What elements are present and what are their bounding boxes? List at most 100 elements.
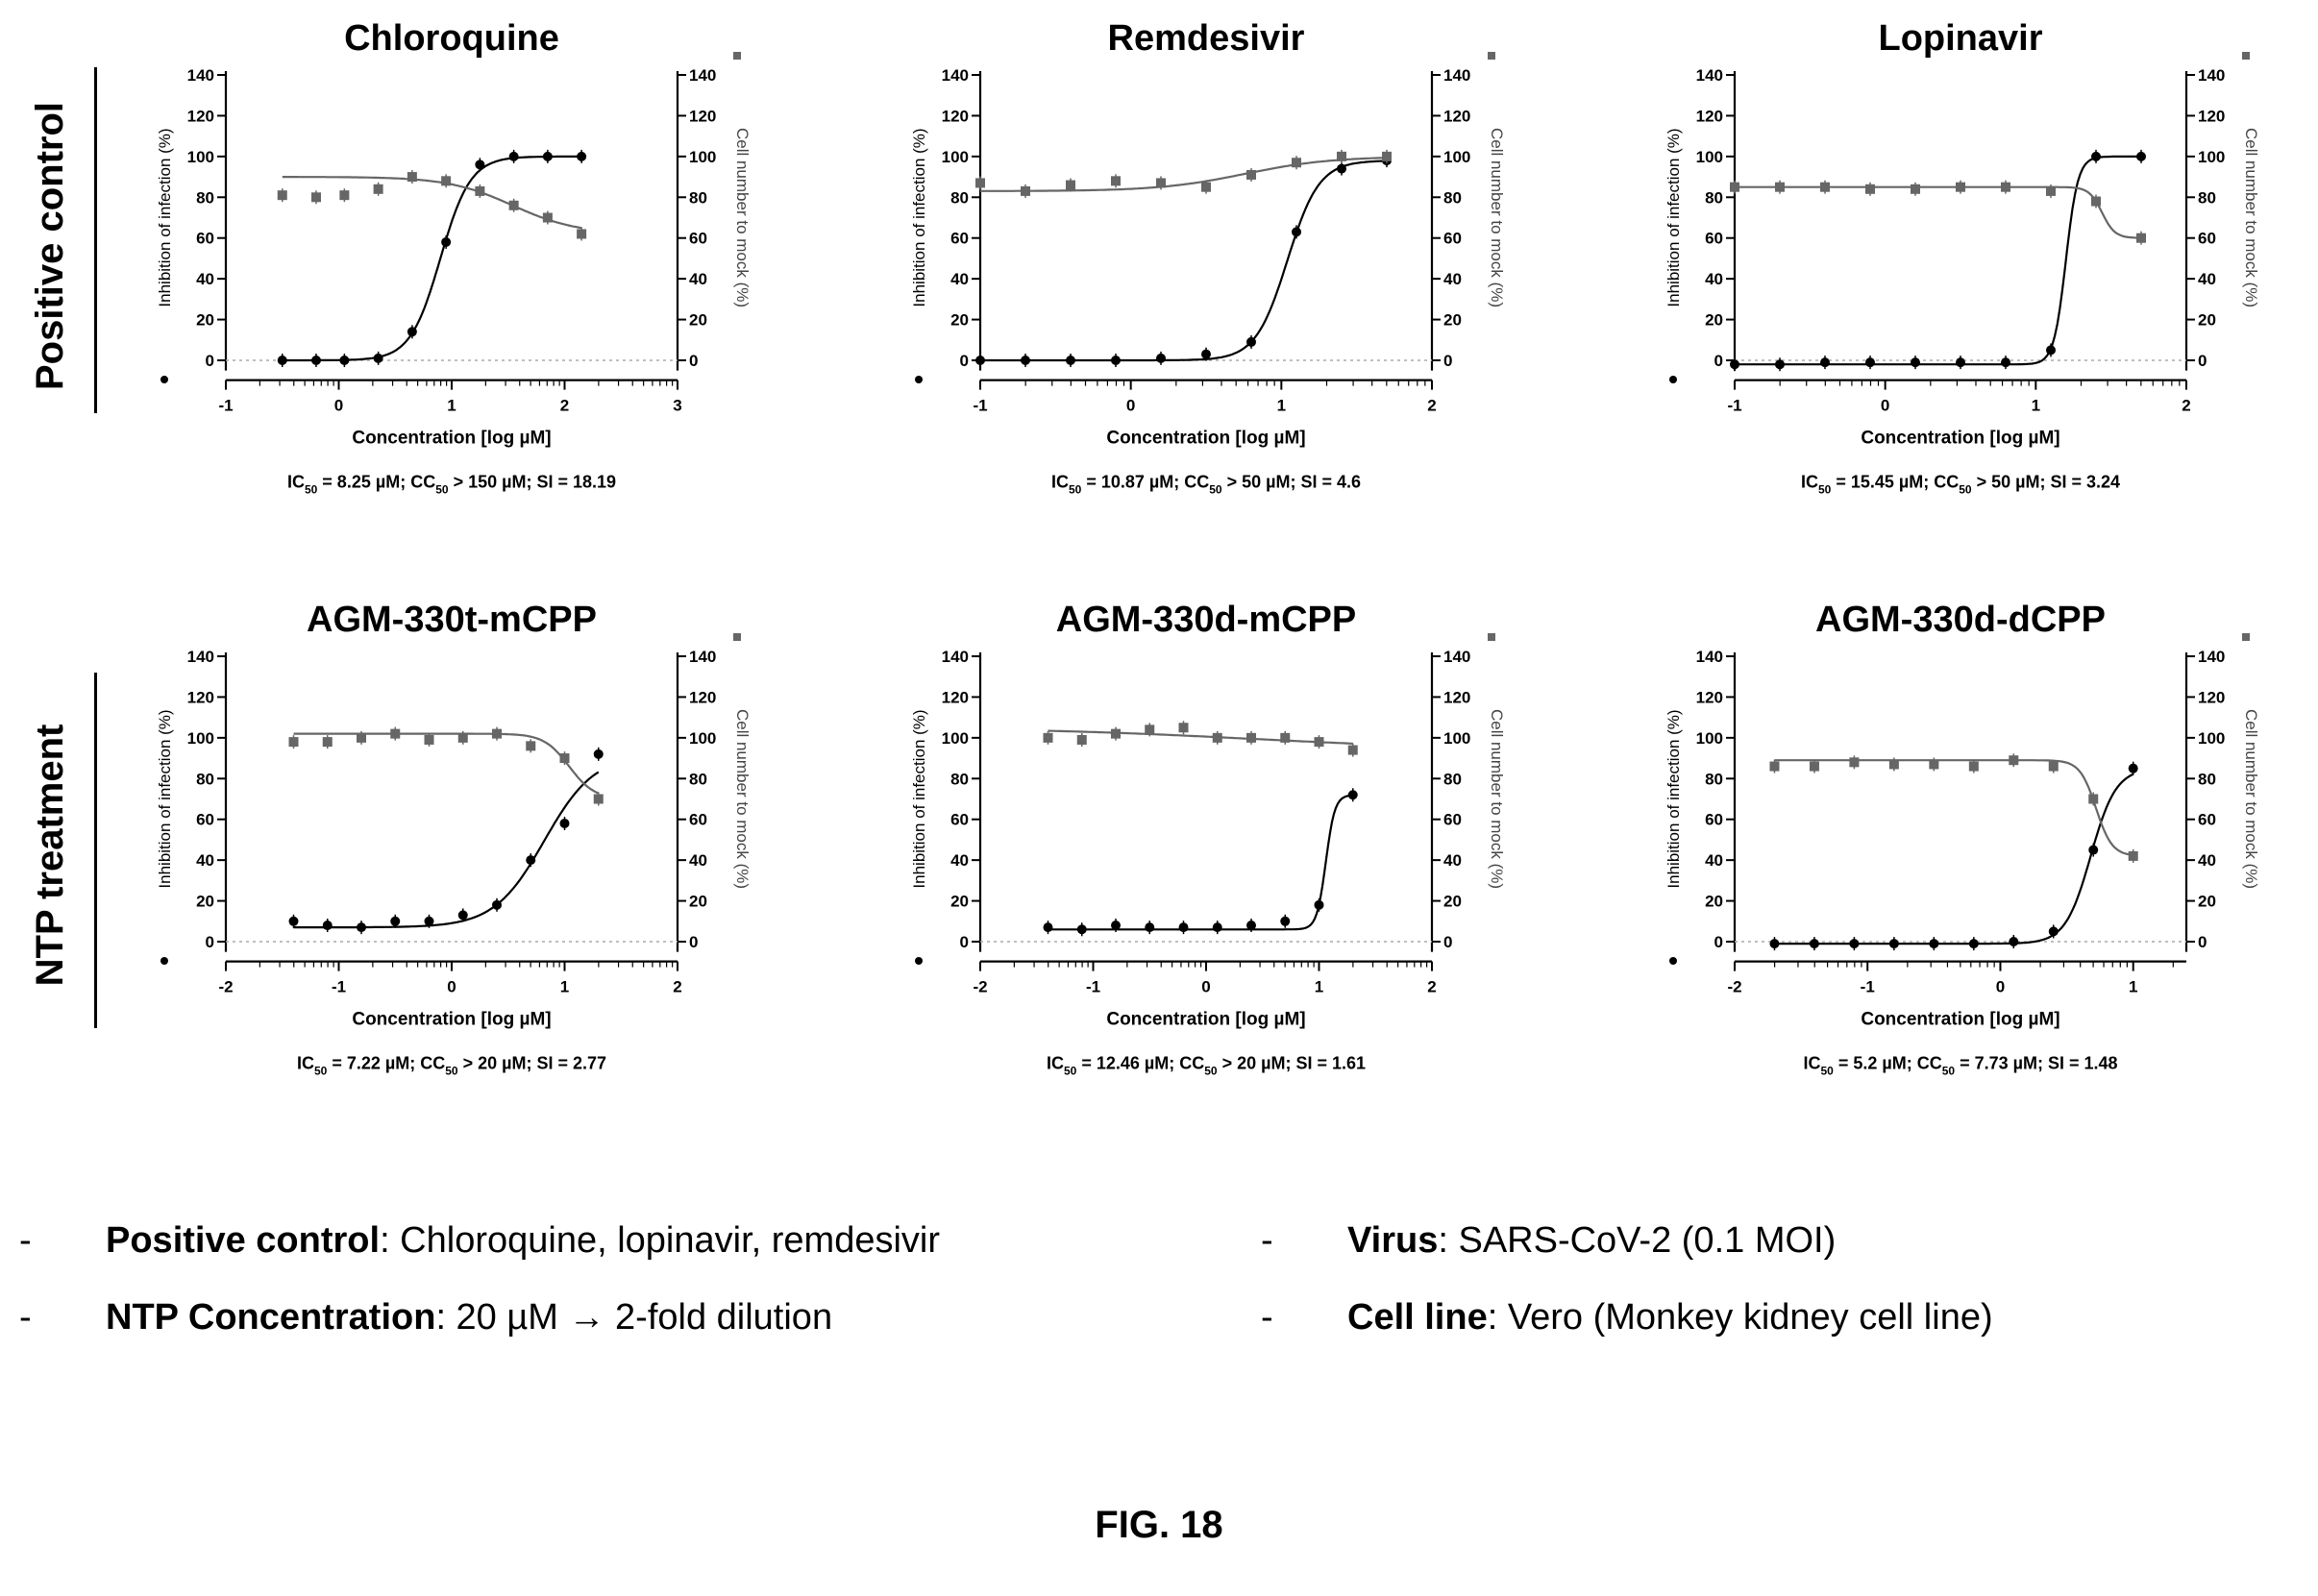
left-y-tick-label: 140 — [942, 648, 969, 666]
left-y-tick-label: 80 — [196, 188, 214, 207]
left-y-tick-label: 100 — [187, 729, 214, 748]
left-axis-series-marker — [160, 957, 168, 965]
cell-number-point — [288, 737, 299, 748]
left-y-tick-label: 100 — [1696, 729, 1723, 748]
right-y-tick-label: 0 — [689, 933, 698, 951]
ic50-caption: IC50 = 7.22 µM; CC50 > 20 µM; SI = 2.77 — [297, 1054, 606, 1078]
right-y-tick-label: 60 — [2198, 811, 2216, 829]
chart-title: AGM-330d-dCPP — [1815, 600, 2106, 640]
cell-number-point — [2046, 185, 2056, 196]
group-label-ntp-treatment: NTP treatment — [29, 724, 71, 987]
right-y-axis-title: Cell number to mock (%) — [2242, 128, 2260, 307]
inhibition-point — [311, 356, 321, 365]
left-y-tick-label: 40 — [1705, 851, 1723, 870]
left-y-tick-label: 80 — [196, 770, 214, 788]
inhibition-point — [1337, 163, 1346, 174]
left-axis-series-marker — [160, 376, 168, 383]
inhibition-point — [1156, 353, 1166, 363]
right-y-tick-label: 80 — [2198, 188, 2216, 207]
left-y-tick-label: 0 — [206, 933, 214, 951]
cell-number-point — [1280, 732, 1291, 743]
cell-number-point — [1337, 151, 1346, 161]
left-y-axis-title: Inhibition of infection (%) — [1665, 128, 1683, 307]
chart-title: AGM-330d-mCPP — [1056, 600, 1357, 640]
cell-number-point — [2091, 196, 2101, 207]
left-y-tick-label: 120 — [942, 688, 969, 706]
right-axis-series-marker — [1488, 52, 1495, 60]
inhibition-point — [2128, 763, 2138, 773]
left-y-tick-label: 20 — [196, 311, 214, 330]
cell-number-point — [424, 734, 434, 745]
cell-number-point — [593, 794, 604, 804]
x-axis-title: Concentration [log µM] — [352, 429, 551, 449]
left-y-tick-label: 20 — [196, 893, 214, 911]
bullet-dash: - — [19, 1297, 32, 1338]
left-y-tick-label: 40 — [196, 270, 214, 288]
inhibition-point — [1292, 227, 1301, 237]
ic50-caption: IC50 = 8.25 µM; CC50 > 150 µM; SI = 18.1… — [287, 473, 616, 497]
x-axis-title: Concentration [log µM] — [1861, 429, 2059, 449]
right-y-tick-label: 120 — [1443, 107, 1470, 125]
inhibition-point — [975, 356, 985, 365]
cell-number-point — [1246, 732, 1256, 743]
inhibition-point — [593, 749, 604, 759]
right-y-tick-label: 120 — [2198, 688, 2225, 706]
right-y-tick-label: 120 — [689, 688, 716, 706]
right-y-axis-title: Cell number to mock (%) — [1488, 128, 1506, 307]
x-tick-label: 2 — [2182, 397, 2190, 415]
inhibition-point — [1956, 357, 1965, 368]
chart-title: Chloroquine — [344, 18, 559, 59]
cell-number-point — [1212, 732, 1222, 743]
ic50-caption: IC50 = 15.45 µM; CC50 > 50 µM; SI = 3.24 — [1801, 473, 2120, 497]
inhibition-point — [1769, 939, 1780, 949]
right-axis-series-marker — [2242, 633, 2250, 641]
right-y-tick-label: 140 — [689, 648, 716, 666]
left-y-tick-label: 100 — [942, 729, 969, 748]
inhibition-point — [1968, 939, 1979, 949]
inhibition-fit-curve — [980, 160, 1388, 362]
right-y-tick-label: 60 — [689, 811, 707, 829]
chart-chloroquine: Chloroquine 0 0 20 20 40 40 60 60 80 80 100 100 120 12… — [120, 0, 889, 538]
inhibition-fit-curve — [293, 771, 600, 929]
right-y-tick-label: 40 — [1443, 851, 1462, 870]
cell-number-fit-curve — [980, 157, 1387, 192]
figure-label: FIG. 18 — [1095, 1504, 1223, 1546]
left-y-tick-label: 20 — [1705, 311, 1723, 330]
cell-number-point — [2136, 233, 2146, 243]
inhibition-point — [1865, 357, 1875, 368]
cell-number-point — [407, 172, 417, 183]
inhibition-point — [475, 160, 485, 170]
right-y-tick-label: 60 — [1443, 230, 1462, 248]
cell-number-point — [1066, 180, 1075, 190]
inhibition-point — [1246, 336, 1256, 347]
inhibition-point — [1929, 939, 1939, 949]
cell-number-point — [492, 728, 502, 739]
cell-number-point — [1382, 151, 1392, 161]
x-tick-label: 0 — [334, 397, 343, 415]
x-tick-label: 3 — [673, 397, 681, 415]
inhibition-point — [1911, 357, 1920, 368]
cell-number-point — [1178, 723, 1189, 733]
left-y-tick-label: 0 — [960, 933, 969, 951]
inhibition-point — [277, 356, 287, 365]
cell-number-fit-curve — [293, 732, 600, 795]
right-y-tick-label: 100 — [1443, 729, 1470, 748]
cell-number-point — [2128, 850, 2138, 861]
right-y-tick-label: 100 — [689, 148, 716, 166]
inhibition-point — [1111, 921, 1121, 931]
inhibition-point — [407, 327, 417, 337]
group-divider-ntp-treatment — [94, 673, 97, 1028]
x-tick-label: -1 — [332, 978, 346, 996]
cell-number-point — [1956, 182, 1965, 192]
left-y-tick-label: 140 — [1696, 648, 1723, 666]
left-y-tick-label: 60 — [950, 811, 969, 829]
left-y-tick-label: 100 — [1696, 148, 1723, 166]
left-y-tick-label: 80 — [1705, 188, 1723, 207]
left-axis-series-marker — [915, 376, 923, 383]
ic50-caption: IC50 = 5.2 µM; CC50 = 7.73 µM; SI = 1.48 — [1803, 1054, 2117, 1078]
right-y-tick-label: 80 — [689, 188, 707, 207]
right-y-tick-label: 60 — [2198, 230, 2216, 248]
right-y-tick-label: 20 — [689, 893, 707, 911]
